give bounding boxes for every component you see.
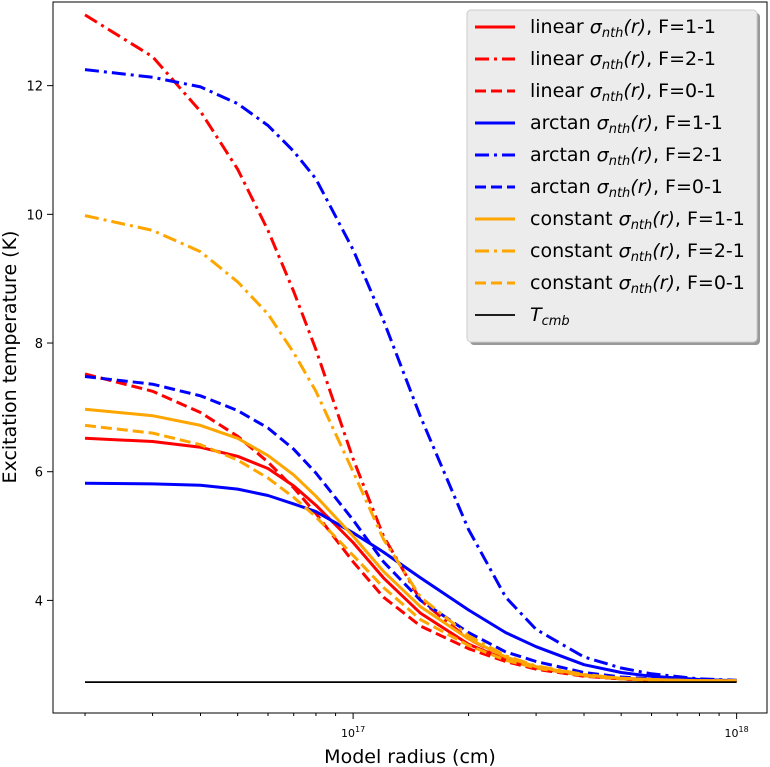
plot-frame: [52, 1, 768, 714]
series-line-1: [84, 13, 737, 683]
legend-label-2: linear σnth(r), F=0-1: [530, 80, 716, 105]
y-axis: 4 6 8 10 12: [26, 80, 53, 609]
legend-label-0: linear σnth(r), F=1-1: [530, 16, 716, 41]
legend-label-6: constant σnth(r), F=1-1: [530, 208, 745, 233]
x-tick-label-0: 1017: [341, 725, 365, 740]
y-tick-label-1: 6: [35, 466, 43, 481]
y-tick-label-2: 8: [35, 337, 43, 352]
series-layer: [84, 13, 737, 683]
legend-label-1: linear σnth(r), F=2-1: [530, 48, 716, 73]
legend-label-8: constant σnth(r), F=0-1: [530, 272, 745, 297]
y-tick-label-3: 10: [26, 208, 43, 223]
x-axis: 1017 1018: [84, 713, 749, 740]
legend-label-5: arctan σnth(r), F=0-1: [530, 176, 723, 201]
y-axis-label: Excitation temperature (K): [0, 231, 21, 484]
legend-label-9: Tcmb: [530, 304, 570, 329]
series-line-3: [84, 481, 737, 683]
legend-label-4: arctan σnth(r), F=2-1: [530, 144, 723, 169]
x-axis-label: Model radius (cm): [324, 746, 496, 767]
legend-label-7: constant σnth(r), F=2-1: [530, 240, 745, 265]
y-tick-label-0: 4: [35, 594, 43, 609]
series-line-4: [84, 68, 737, 682]
legend-box: [466, 9, 758, 343]
y-tick-label-4: 12: [26, 80, 43, 95]
legend-label-3: arctan σnth(r), F=1-1: [530, 112, 723, 137]
x-tick-label-1: 1018: [725, 725, 749, 740]
series-line-8: [84, 423, 737, 683]
legend: linear σnth(r), F=1-1 linear σnth(r), F=2…: [466, 9, 760, 345]
